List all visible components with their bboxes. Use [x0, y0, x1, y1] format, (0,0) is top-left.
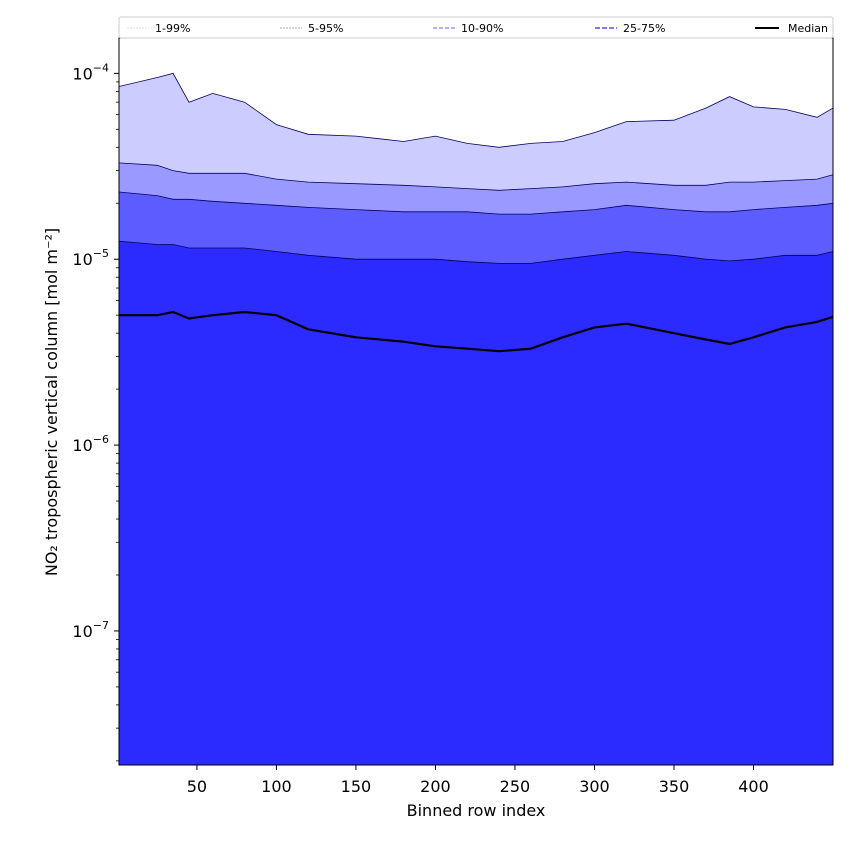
- y-tick-label: 10−5: [72, 247, 109, 269]
- legend-label-5-95%: 5-95%: [308, 22, 343, 35]
- y-axis-title: NO₂ tropospheric vertical column [mol m⁻…: [42, 228, 61, 576]
- y-tick-label: 10−7: [72, 619, 109, 641]
- band-edge-5-95%: [119, 162, 833, 191]
- lines-layer: [119, 72, 833, 353]
- x-tick-label: 400: [738, 777, 769, 796]
- legend-label-10-90%: 10-90%: [461, 22, 503, 35]
- x-tick-label: 50: [187, 777, 207, 796]
- legend-label-1-99%: 1-99%: [155, 22, 190, 35]
- x-tick-label: 350: [659, 777, 690, 796]
- legend-label-median: Median: [788, 22, 828, 35]
- y-tick-label: 10−6: [72, 433, 109, 455]
- x-tick-label: 100: [261, 777, 292, 796]
- y-axis: 10−7 10−6 10−5 10−4: [72, 61, 119, 762]
- x-tick-label: 200: [420, 777, 451, 796]
- legend: 1-99% 5-95% 10-90% 25-75% Median: [118, 16, 834, 39]
- median-line: [119, 310, 833, 353]
- x-tick-label: 150: [341, 777, 372, 796]
- bands-layer: [119, 73, 833, 765]
- x-axis-title: Binned row index: [407, 801, 546, 820]
- band-edge-25-75%: [119, 240, 833, 264]
- x-tick-label: 250: [500, 777, 531, 796]
- band-edge-10-90%: [119, 191, 833, 215]
- x-tick-label: 300: [579, 777, 610, 796]
- y-tick-label: 10−4: [72, 61, 109, 83]
- legend-label-25-75%: 25-75%: [623, 22, 665, 35]
- band-edge-1-99%: [119, 72, 833, 148]
- band-25-75%: [119, 241, 833, 765]
- legend-box: [118, 16, 834, 39]
- x-axis: 50 100 150 200 250 300 350 400: [187, 765, 769, 796]
